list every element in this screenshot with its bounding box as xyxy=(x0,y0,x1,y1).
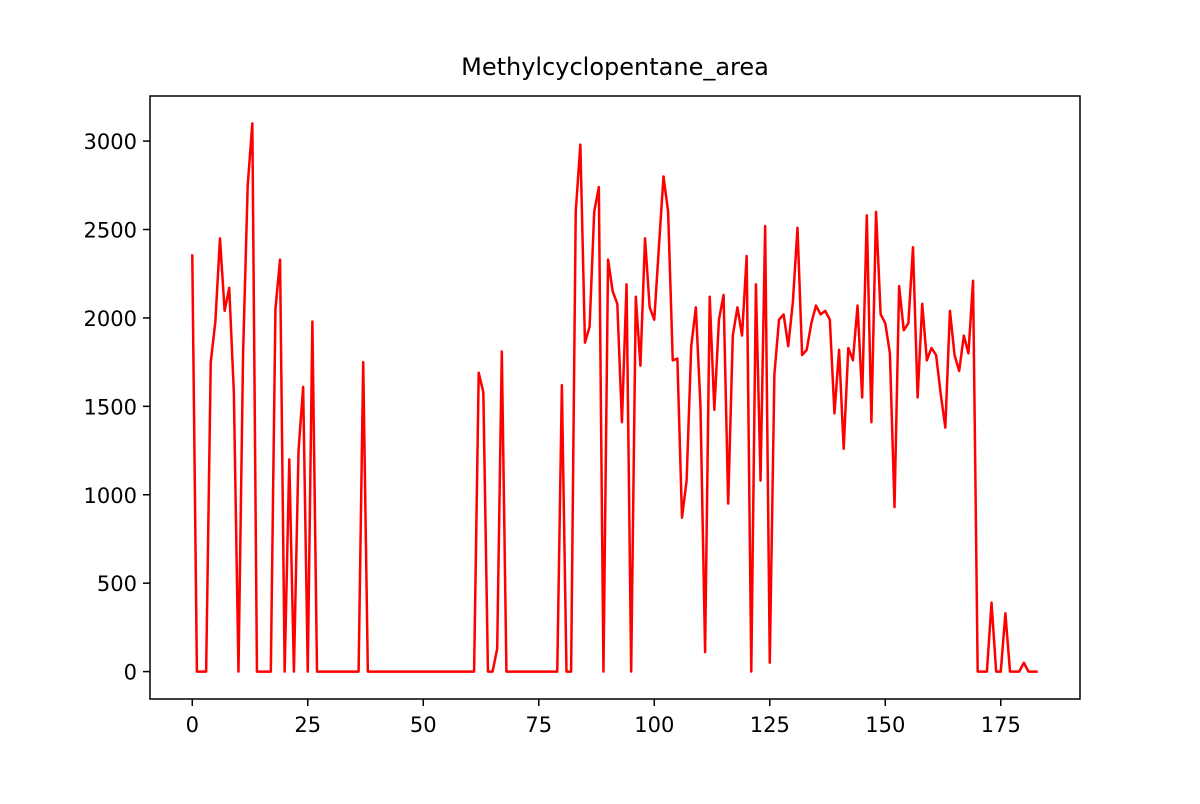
x-tick-label: 50 xyxy=(410,713,437,737)
y-tick-label: 2000 xyxy=(84,307,137,331)
plot-area xyxy=(191,122,1038,673)
axes-frame xyxy=(149,95,1081,700)
x-tick-label: 175 xyxy=(981,713,1021,737)
y-tick-label: 1000 xyxy=(84,484,137,508)
y-tick-label: 500 xyxy=(97,572,137,596)
y-tick-label: 3000 xyxy=(84,130,137,154)
x-tick-label: 100 xyxy=(634,713,674,737)
x-tick-label: 75 xyxy=(525,713,552,737)
x-tick-label: 25 xyxy=(294,713,321,737)
x-tick-label: 125 xyxy=(750,713,790,737)
y-tick-label: 0 xyxy=(124,661,137,685)
data-line xyxy=(191,122,1038,673)
chart-title: Methylcyclopentane_area xyxy=(461,53,769,81)
x-tick-label: 150 xyxy=(865,713,905,737)
y-tick-label: 1500 xyxy=(84,395,137,419)
y-tick-label: 2500 xyxy=(84,219,137,243)
x-tick-label: 0 xyxy=(186,713,199,737)
